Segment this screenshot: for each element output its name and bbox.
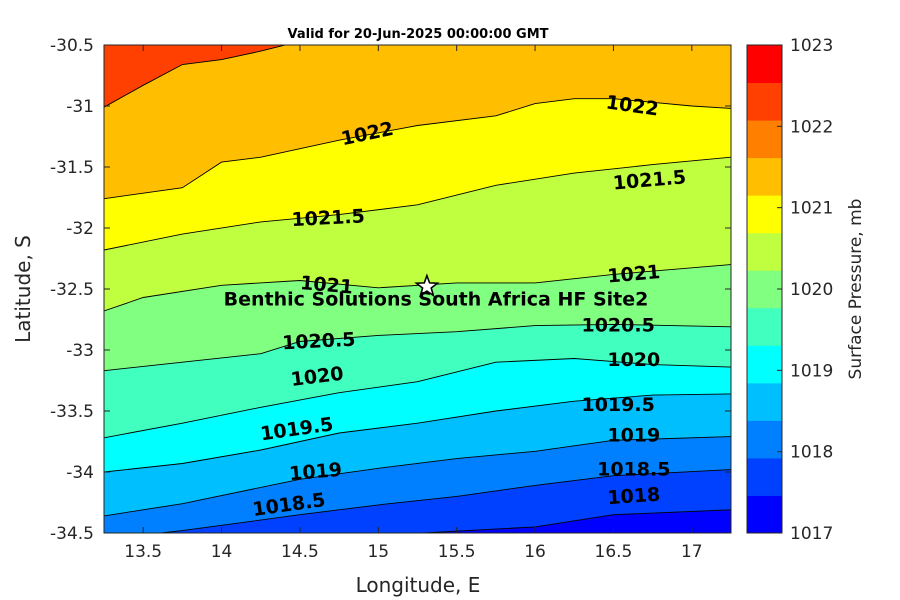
contour-label: 1019 xyxy=(607,424,660,446)
y-tick-label: -30.5 xyxy=(50,36,94,56)
y-tick-label: -32.5 xyxy=(50,280,94,300)
colorbar-tick-label: 1020 xyxy=(790,280,833,300)
contour-label: 1021.5 xyxy=(291,205,365,231)
colorbar-tick-label: 1019 xyxy=(790,361,833,381)
y-tick-label: -31 xyxy=(66,97,94,117)
colorbar-swatch xyxy=(747,307,782,346)
contour-line xyxy=(104,323,731,372)
colorbar-swatch xyxy=(747,270,782,309)
colorbar-swatch xyxy=(747,345,782,384)
colorbar-swatch xyxy=(747,382,782,421)
colorbar-swatch xyxy=(747,82,782,121)
colorbar-swatch xyxy=(747,45,782,84)
contour-line xyxy=(156,469,731,533)
y-tick-label: -32 xyxy=(66,219,94,239)
x-tick-label: 15 xyxy=(367,542,389,562)
y-axis-label: Latitude, S xyxy=(11,235,35,343)
colorbar-tick-label: 1021 xyxy=(790,199,833,219)
contour-label: 1019 xyxy=(288,459,343,486)
contour-label: 1020.5 xyxy=(581,315,654,337)
y-axis-ticks: -30.5 -31 -31.5 -32 -32.5 -33 -33.5 -34 -34.5 xyxy=(50,36,731,544)
y-tick-label: -34.5 xyxy=(50,524,94,544)
x-tick-label: 15.5 xyxy=(438,542,476,562)
y-tick-label: -33.5 xyxy=(50,402,94,422)
colorbar-swatch xyxy=(747,232,782,271)
colorbar-swatch xyxy=(747,157,782,196)
contour-label: 1018.5 xyxy=(597,459,670,481)
site-star-marker xyxy=(414,273,440,298)
x-tick-label: 14.5 xyxy=(281,542,319,562)
contour-line xyxy=(104,98,731,200)
x-tick-label: 17 xyxy=(681,542,703,562)
contour-label: 1021 xyxy=(607,261,662,288)
colorbar-tick-label: 1022 xyxy=(790,117,833,137)
colorbar-swatches xyxy=(747,45,782,534)
colorbar-swatch xyxy=(747,457,782,496)
contour-label: 1018 xyxy=(607,484,661,510)
x-tick-label: 16.5 xyxy=(595,542,633,562)
site-markers: Benthic Solutions South Africa HF Site2 xyxy=(224,273,649,311)
y-tick-label: -34 xyxy=(66,463,94,483)
colorbar: 1017 1018 1019 1020 1021 1022 1023 Surface Pre… xyxy=(746,36,866,544)
colorbar-swatch xyxy=(747,420,782,459)
contour-line xyxy=(104,45,287,108)
contour-line xyxy=(104,264,731,312)
x-tick-label: 16 xyxy=(524,542,546,562)
chart-title: Valid for 20-Jun-2025 00:00:00 GMT xyxy=(288,27,549,42)
contour-label: 1020 xyxy=(607,349,660,371)
contour-line xyxy=(104,358,731,439)
x-axis-ticks: 13.5 14 14.5 15 15.5 16 16.5 17 xyxy=(124,45,703,562)
colorbar-tick-label: 1023 xyxy=(790,36,833,56)
contour-line xyxy=(104,156,731,251)
colorbar-tick-label: 1018 xyxy=(790,443,833,463)
contour-label: 1019.5 xyxy=(581,394,654,416)
x-axis-label: Longitude, E xyxy=(356,573,481,597)
contour-line xyxy=(104,393,731,473)
contour-line xyxy=(104,436,731,517)
site-label: Benthic Solutions South Africa HF Site2 xyxy=(224,289,649,311)
y-tick-label: -31.5 xyxy=(50,158,94,178)
colorbar-swatch xyxy=(747,195,782,234)
y-tick-label: -33 xyxy=(66,341,94,361)
contour-fills xyxy=(104,45,731,533)
colorbar-swatch xyxy=(747,495,782,534)
colorbar-tick-label: 1017 xyxy=(790,524,833,544)
contour-lines xyxy=(104,45,731,533)
x-tick-label: 14 xyxy=(211,542,233,562)
x-tick-label: 13.5 xyxy=(124,542,162,562)
colorbar-label: Surface Pressure, mb xyxy=(846,199,866,380)
contour-label: 1021 xyxy=(299,272,354,299)
contour-label: 1020.5 xyxy=(282,329,356,355)
colorbar-swatch xyxy=(747,120,782,159)
colorbar-ticks: 1017 1018 1019 1020 1021 1022 1023 xyxy=(777,36,833,544)
